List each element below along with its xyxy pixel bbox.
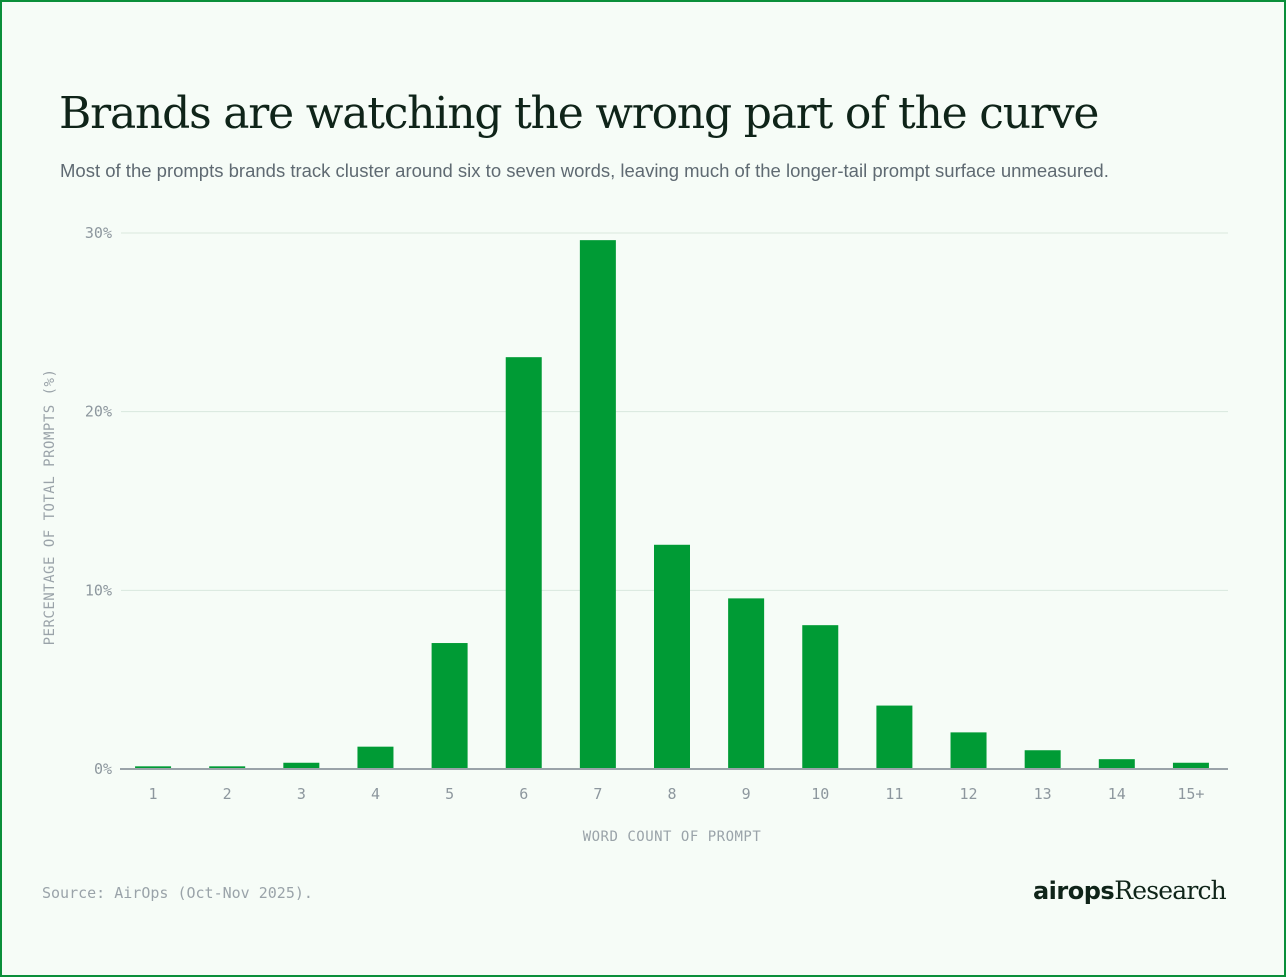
chart-subtitle: Most of the prompts brands track cluster…: [60, 160, 1109, 181]
x-tick-label: 8: [667, 785, 676, 803]
y-tick-label: 30%: [85, 224, 112, 242]
x-tick-label: 13: [1034, 785, 1052, 803]
x-tick-label: 2: [223, 785, 232, 803]
bar-15+: [1172, 762, 1209, 769]
brand-suffix: Research: [1114, 876, 1227, 905]
x-tick-label: 11: [885, 785, 903, 803]
bar-5: [431, 643, 468, 769]
bar-2: [209, 766, 246, 769]
chart-title: Brands are watching the wrong part of th…: [59, 88, 1099, 139]
bar-chart: 0%10%20%30%1 2 3 4 5 6 7 8 9 10 11 12 13 14 15+ WORD C…: [42, 224, 1228, 845]
x-tick-label: 12: [960, 785, 978, 803]
bar-13: [1024, 750, 1061, 769]
x-tick-label: 7: [593, 785, 602, 803]
source-note: Source: AirOps (Oct-Nov 2025).: [42, 884, 313, 902]
gridlines: [121, 232, 1228, 591]
x-tick-label: 6: [519, 785, 528, 803]
x-tick-label: 10: [811, 785, 829, 803]
y-tick-label: 0%: [94, 760, 112, 778]
x-tick-label: 3: [297, 785, 306, 803]
bar-11: [876, 705, 913, 769]
x-tick-label: 9: [742, 785, 751, 803]
bar-7: [579, 240, 616, 769]
x-tick-label: 1: [149, 785, 158, 803]
bar-10: [802, 625, 839, 769]
brand-wordmark: airops: [1032, 877, 1115, 905]
y-tick-label: 20%: [85, 403, 112, 421]
bar-8: [654, 544, 690, 769]
bar-1: [135, 766, 172, 769]
x-tick-label: 14: [1108, 785, 1126, 803]
brand-logo: airops Research: [1032, 876, 1227, 905]
x-tick-label: 15+: [1177, 785, 1204, 803]
x-tick-label: 5: [445, 785, 454, 803]
y-axis-title: PERCENTAGE OF TOTAL PROMPTS (%): [42, 369, 58, 646]
bar-3: [283, 762, 320, 769]
x-axis-title: WORD COUNT OF PROMPT: [583, 829, 762, 845]
bar-14: [1098, 759, 1135, 769]
bar-12: [950, 732, 987, 769]
bars: [135, 240, 1209, 769]
y-tick-label: 10%: [85, 581, 112, 599]
bar-9: [728, 598, 765, 769]
bar-6: [505, 357, 542, 769]
bar-4: [357, 746, 394, 769]
axes: 0%10%20%30%1 2 3 4 5 6 7 8 9 10 11 12 13 14 15+: [85, 224, 1228, 803]
x-tick-label: 4: [371, 785, 380, 803]
